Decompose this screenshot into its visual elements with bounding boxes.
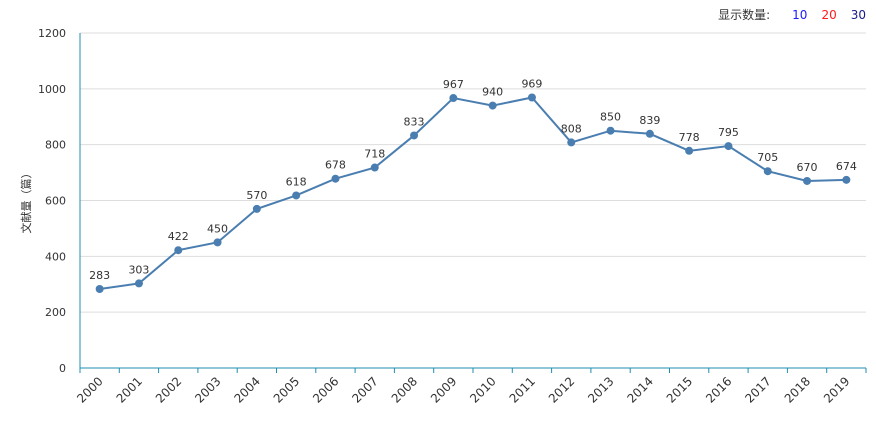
data-point: [95, 284, 104, 293]
x-tick-label: 2014: [624, 374, 655, 405]
data-point: [410, 131, 419, 140]
y-tick-label: 0: [59, 362, 66, 375]
data-point: [645, 129, 654, 138]
y-tick-labels: 0 200 400 600 800 1000 1200: [38, 27, 66, 375]
x-tick-label: 2019: [821, 374, 852, 405]
grid-lines: [80, 32, 866, 313]
data-point: [527, 93, 536, 102]
x-tick-labels: 2000 2001 2002 2003 2004 2005 2006 2007 2008 2009…: [74, 368, 867, 406]
data-point: [292, 191, 301, 200]
data-point: [134, 279, 143, 288]
y-tick-label: 800: [45, 139, 66, 152]
data-point: [763, 167, 772, 176]
data-point: [606, 126, 615, 135]
x-tick-label: 2006: [310, 374, 341, 405]
y-tick-label: 400: [45, 250, 66, 263]
data-label: 718: [364, 148, 385, 161]
x-tick-label: 2015: [664, 374, 695, 405]
display-count-option-20[interactable]: 20: [821, 7, 837, 22]
y-tick-label: 200: [45, 306, 66, 319]
data-label: 967: [443, 78, 464, 91]
data-labels: 283 303 422 450 570 618 678 718 833 967 940 969 808 8…: [89, 77, 857, 282]
x-tick-label: 2004: [231, 374, 262, 405]
data-label: 570: [246, 189, 267, 202]
series-line: [99, 96, 847, 290]
data-label: 618: [286, 175, 307, 188]
data-label: 839: [639, 114, 660, 127]
x-tick-label: 2011: [507, 374, 538, 405]
data-point: [174, 246, 183, 255]
data-point: [449, 94, 458, 103]
x-tick-label: 2008: [389, 374, 420, 405]
data-point: [842, 175, 851, 184]
data-label: 778: [679, 131, 700, 144]
data-point: [213, 238, 222, 247]
data-label: 670: [797, 161, 818, 174]
x-tick-label: 2002: [153, 374, 184, 405]
data-label: 422: [168, 230, 189, 243]
x-tick-label: 2018: [782, 374, 813, 405]
data-label: 850: [600, 111, 621, 124]
data-point: [370, 163, 379, 172]
data-point: [252, 204, 261, 213]
data-label: 705: [757, 151, 778, 164]
data-label: 833: [404, 115, 425, 128]
data-point: [567, 138, 576, 147]
x-tick-label: 2001: [114, 374, 145, 405]
data-label: 678: [325, 159, 346, 172]
data-label: 450: [207, 222, 228, 235]
data-point: [724, 142, 733, 151]
data-label: 674: [836, 160, 857, 173]
display-count-option-30[interactable]: 30: [850, 7, 866, 22]
display-count-label: 显示数量:: [718, 8, 771, 22]
data-label: 283: [89, 269, 110, 282]
y-tick-label: 1000: [38, 83, 66, 96]
data-label: 795: [718, 126, 739, 139]
data-label: 808: [561, 122, 582, 135]
x-tick-label: 2000: [74, 374, 105, 405]
x-tick-label: 2016: [703, 374, 734, 405]
data-label: 969: [521, 77, 542, 90]
x-tick-label: 2013: [585, 374, 616, 405]
y-tick-label: 600: [45, 195, 66, 208]
x-tick-label: 2005: [271, 374, 302, 405]
display-count-option-10[interactable]: 10: [792, 7, 808, 22]
data-point: [803, 176, 812, 185]
data-point: [331, 174, 340, 183]
data-point: [488, 101, 497, 110]
data-points: [95, 93, 851, 293]
data-label: 940: [482, 86, 503, 99]
x-tick-label: 2010: [467, 374, 498, 405]
x-tick-label: 2012: [546, 374, 577, 405]
x-tick-label: 2017: [742, 374, 773, 405]
y-axis-label: 文献量（篇）: [19, 168, 33, 234]
x-tick-label: 2009: [428, 374, 459, 405]
data-label: 303: [128, 263, 149, 276]
y-tick-label: 1200: [38, 27, 66, 40]
x-tick-label: 2003: [192, 374, 223, 405]
display-count-selector: 显示数量: 10 20 30: [718, 6, 866, 23]
x-tick-label: 2007: [349, 374, 380, 405]
data-point: [685, 146, 694, 155]
